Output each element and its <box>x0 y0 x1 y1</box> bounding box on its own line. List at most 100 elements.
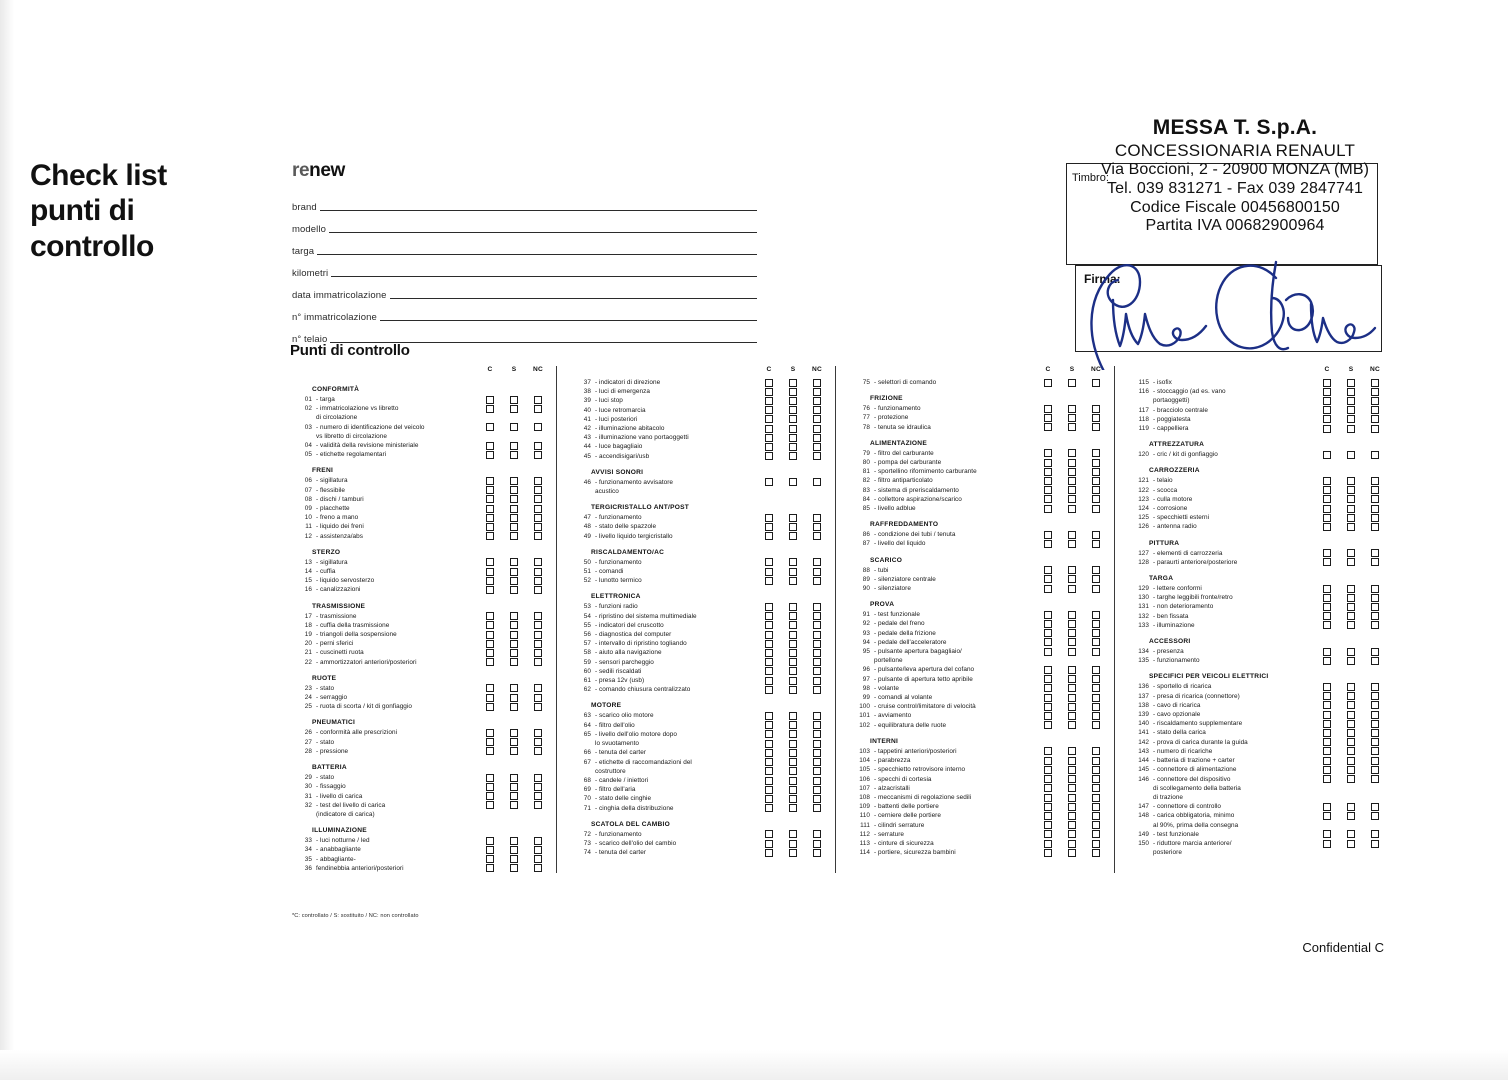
checkbox-nc[interactable] <box>534 693 542 702</box>
checkbox-s[interactable] <box>1347 738 1355 747</box>
checkbox-s[interactable] <box>789 767 797 776</box>
checkbox-c[interactable] <box>1323 612 1331 621</box>
checkbox-nc[interactable] <box>534 441 542 450</box>
checkbox-s[interactable] <box>789 685 797 694</box>
checkbox-s[interactable] <box>1068 765 1076 774</box>
checkbox-c[interactable] <box>486 801 494 810</box>
checkbox-nc[interactable] <box>1092 620 1100 629</box>
checkbox-c[interactable] <box>765 758 773 767</box>
checkbox-c[interactable] <box>765 730 773 739</box>
checkbox-s[interactable] <box>510 836 518 845</box>
checkbox-s[interactable] <box>1347 756 1355 765</box>
checkbox-s[interactable] <box>789 523 797 532</box>
checkbox-c[interactable] <box>486 649 494 658</box>
checkbox-c[interactable] <box>486 477 494 486</box>
checkbox-nc[interactable] <box>813 667 821 676</box>
checkbox-c[interactable] <box>486 558 494 567</box>
checkbox-nc[interactable] <box>1371 692 1379 701</box>
checkbox-s[interactable] <box>1068 486 1076 495</box>
checkbox-s[interactable] <box>1347 504 1355 513</box>
checkbox-c[interactable] <box>486 792 494 801</box>
checkbox-c[interactable] <box>1323 839 1331 848</box>
checkbox-nc[interactable] <box>1371 593 1379 602</box>
checkbox-nc[interactable] <box>1371 397 1379 405</box>
checkbox-c[interactable] <box>1323 701 1331 710</box>
checkbox-s[interactable] <box>1347 558 1355 567</box>
checkbox-s[interactable] <box>789 443 797 452</box>
checkbox-nc[interactable] <box>1371 775 1379 784</box>
checkbox-c[interactable] <box>1323 387 1331 396</box>
checkbox-c[interactable] <box>765 848 773 857</box>
checkbox-s[interactable] <box>789 612 797 621</box>
checkbox-nc[interactable] <box>1092 848 1100 857</box>
checkbox-s[interactable] <box>1068 610 1076 619</box>
checkbox-s[interactable] <box>1068 693 1076 702</box>
checkbox-c[interactable] <box>1044 530 1052 539</box>
checkbox-nc[interactable] <box>534 395 542 404</box>
checkbox-c[interactable] <box>1044 684 1052 693</box>
checkbox-s[interactable] <box>510 513 518 522</box>
form-input-line[interactable] <box>389 297 757 299</box>
checkbox-c[interactable] <box>486 513 494 522</box>
checkbox-s[interactable] <box>789 739 797 748</box>
checkbox-c[interactable] <box>765 567 773 576</box>
checkbox-c[interactable] <box>765 424 773 433</box>
checkbox-s[interactable] <box>789 378 797 387</box>
checkbox-s[interactable] <box>510 702 518 711</box>
checkbox-c[interactable] <box>1044 675 1052 684</box>
checkbox-nc[interactable] <box>813 639 821 648</box>
checkbox-c[interactable] <box>1044 610 1052 619</box>
checkbox-nc[interactable] <box>1371 747 1379 756</box>
checkbox-c[interactable] <box>486 836 494 845</box>
checkbox-nc[interactable] <box>1371 495 1379 504</box>
checkbox-nc[interactable] <box>1092 675 1100 684</box>
checkbox-nc[interactable] <box>1092 647 1100 656</box>
checkbox-s[interactable] <box>789 848 797 857</box>
form-input-line[interactable] <box>331 275 757 277</box>
checkbox-c[interactable] <box>765 804 773 813</box>
checkbox-nc[interactable] <box>813 649 821 658</box>
checkbox-nc[interactable] <box>1092 756 1100 765</box>
checkbox-nc[interactable] <box>534 576 542 585</box>
checkbox-nc[interactable] <box>1371 450 1379 459</box>
checkbox-nc[interactable] <box>1371 424 1379 433</box>
checkbox-nc[interactable] <box>1092 839 1100 848</box>
checkbox-s[interactable] <box>1068 702 1076 711</box>
checkbox-s[interactable] <box>1068 784 1076 793</box>
checkbox-c[interactable] <box>1044 721 1052 730</box>
checkbox-nc[interactable] <box>813 804 821 813</box>
checkbox-nc[interactable] <box>534 486 542 495</box>
checkbox-s[interactable] <box>1068 504 1076 513</box>
checkbox-c[interactable] <box>1044 693 1052 702</box>
checkbox-c[interactable] <box>486 658 494 667</box>
checkbox-s[interactable] <box>1068 404 1076 413</box>
checkbox-nc[interactable] <box>1371 558 1379 567</box>
checkbox-s[interactable] <box>1068 802 1076 811</box>
checkbox-c[interactable] <box>1323 523 1331 532</box>
checkbox-c[interactable] <box>765 576 773 585</box>
checkbox-c[interactable] <box>765 767 773 776</box>
form-input-line[interactable] <box>330 341 757 343</box>
checkbox-nc[interactable] <box>813 443 821 452</box>
checkbox-s[interactable] <box>510 586 518 595</box>
checkbox-c[interactable] <box>1044 414 1052 422</box>
checkbox-nc[interactable] <box>1371 477 1379 486</box>
checkbox-nc[interactable] <box>813 739 821 748</box>
checkbox-s[interactable] <box>789 532 797 541</box>
checkbox-nc[interactable] <box>1092 504 1100 513</box>
checkbox-s[interactable] <box>510 845 518 854</box>
checkbox-s[interactable] <box>1347 839 1355 848</box>
checkbox-nc[interactable] <box>534 845 542 854</box>
checkbox-s[interactable] <box>1068 647 1076 656</box>
checkbox-s[interactable] <box>1068 684 1076 693</box>
checkbox-s[interactable] <box>1068 620 1076 629</box>
checkbox-s[interactable] <box>1347 701 1355 710</box>
checkbox-s[interactable] <box>510 567 518 576</box>
checkbox-nc[interactable] <box>534 864 542 873</box>
checkbox-c[interactable] <box>1044 584 1052 593</box>
checkbox-s[interactable] <box>1347 415 1355 424</box>
checkbox-s[interactable] <box>1347 830 1355 839</box>
checkbox-nc[interactable] <box>813 397 821 405</box>
checkbox-c[interactable] <box>1323 593 1331 602</box>
checkbox-c[interactable] <box>765 794 773 803</box>
